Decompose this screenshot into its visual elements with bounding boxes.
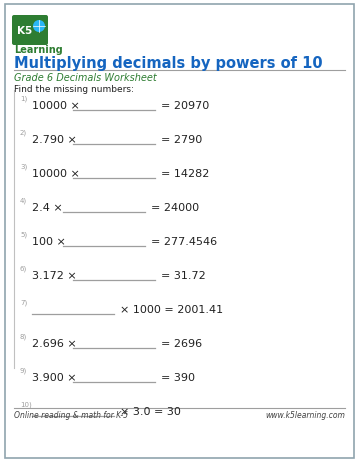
Text: 3): 3) [20, 163, 27, 169]
Text: Learning: Learning [14, 45, 63, 55]
Text: × 1000 = 2001.41: × 1000 = 2001.41 [120, 304, 223, 314]
Text: 3.900 ×: 3.900 × [32, 372, 76, 382]
Circle shape [33, 21, 45, 33]
Text: = 20970: = 20970 [161, 101, 209, 111]
Text: = 2790: = 2790 [161, 135, 202, 144]
Text: = 31.72: = 31.72 [161, 270, 206, 281]
Text: 4): 4) [20, 197, 27, 204]
Text: 2): 2) [20, 129, 27, 136]
Text: Grade 6 Decimals Worksheet: Grade 6 Decimals Worksheet [14, 73, 157, 83]
Text: 100 ×: 100 × [32, 237, 66, 246]
Text: = 24000: = 24000 [151, 202, 199, 213]
Text: 5: 5 [24, 26, 31, 36]
Text: = 2696: = 2696 [161, 338, 202, 348]
Text: 5): 5) [20, 231, 27, 238]
Text: × 3.0 = 30: × 3.0 = 30 [120, 406, 181, 416]
Text: 7): 7) [20, 299, 27, 305]
Text: = 277.4546: = 277.4546 [151, 237, 217, 246]
Text: = 14282: = 14282 [161, 169, 209, 179]
Text: 10000 ×: 10000 × [32, 169, 80, 179]
Text: 10000 ×: 10000 × [32, 101, 80, 111]
Text: Multiplying decimals by powers of 10: Multiplying decimals by powers of 10 [14, 56, 323, 71]
Text: 3.172 ×: 3.172 × [32, 270, 77, 281]
Text: 10): 10) [20, 400, 32, 407]
Text: 1): 1) [20, 95, 27, 102]
Text: 2.790 ×: 2.790 × [32, 135, 77, 144]
Text: 2.696 ×: 2.696 × [32, 338, 77, 348]
Text: Find the missing numbers:: Find the missing numbers: [14, 85, 134, 94]
Text: 9): 9) [20, 367, 27, 373]
Text: 8): 8) [20, 333, 27, 339]
Text: 6): 6) [20, 265, 27, 271]
Text: Online reading & math for K-5: Online reading & math for K-5 [14, 411, 128, 419]
Text: = 390: = 390 [161, 372, 195, 382]
Text: www.k5learning.com: www.k5learning.com [265, 411, 345, 419]
Text: 2.4 ×: 2.4 × [32, 202, 63, 213]
FancyBboxPatch shape [12, 16, 48, 46]
Text: K: K [17, 26, 25, 36]
